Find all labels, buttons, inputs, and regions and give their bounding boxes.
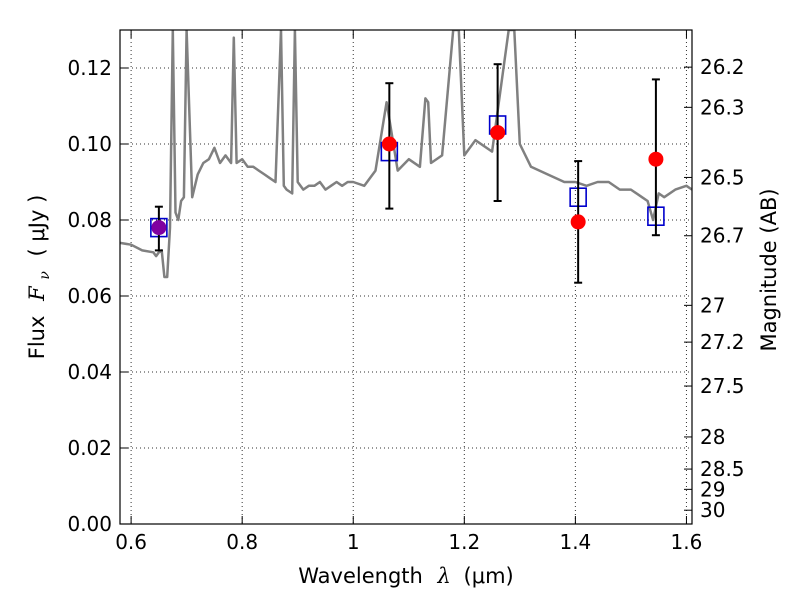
y-tick-label: 0.02 <box>67 436 112 460</box>
y2-tick-label: 26.7 <box>700 224 745 248</box>
y-tick-label: 0.08 <box>67 208 112 232</box>
y2-tick-label: 27.5 <box>700 374 745 398</box>
observed-point <box>151 220 167 236</box>
y2-tick-label: 26.5 <box>700 165 745 189</box>
y-axis-label: Flux F ν ( μJy ) <box>25 195 54 360</box>
observed-point <box>490 125 506 141</box>
grid-layer <box>120 30 692 525</box>
x-axis-label: Wavelength λ (μm) <box>298 564 513 588</box>
x-axis-label-symbol: λ <box>437 564 451 588</box>
observed-point <box>570 214 586 230</box>
y2-axis-label: Magnitude (AB) <box>757 188 781 351</box>
y-axis-label-symbol: F <box>25 285 49 302</box>
y-axis-label-units: ( μJy ) <box>25 195 49 257</box>
y2-tick-label: 29 <box>700 477 725 501</box>
spectrum-layer <box>120 30 692 279</box>
y-tick-label: 0.00 <box>67 512 112 536</box>
y-tick-label: 0.06 <box>67 284 112 308</box>
x-tick-label: 1 <box>347 530 360 554</box>
x-tick-label: 0.8 <box>226 530 258 554</box>
observed-point <box>648 151 664 167</box>
axes-layer: 0.6 0.8 1 1.2 1.4 1.6 0.00 0.02 0.04 0.06 0.08 0.10… <box>67 29 745 554</box>
y2-tick-label: 26.2 <box>700 55 745 79</box>
x-axis-label-units: (μm) <box>464 564 514 588</box>
observed-point <box>381 136 397 152</box>
y2-tick-label: 28 <box>700 425 725 449</box>
x-tick-label: 1.6 <box>671 530 703 554</box>
x-tick-label: 1.2 <box>448 530 480 554</box>
y-tick-label: 0.12 <box>67 56 112 80</box>
y-tick-label: 0.10 <box>67 132 112 156</box>
x-axis-label-text: Wavelength <box>298 564 423 588</box>
y-axis-label-subscript: ν <box>37 271 53 280</box>
y2-tick-label: 27 <box>700 293 725 317</box>
x-tick-label: 1.4 <box>559 530 591 554</box>
y2-tick-label: 26.3 <box>700 95 745 119</box>
spectrum-line <box>120 30 692 279</box>
plot-frame <box>119 29 693 525</box>
x-tick-label: 0.6 <box>115 530 147 554</box>
y2-tick-label: 30 <box>700 498 725 522</box>
y-axis-label-text: Flux <box>25 316 49 360</box>
y-tick-label: 0.04 <box>67 360 112 384</box>
points-layer <box>150 63 665 284</box>
y2-tick-label: 27.2 <box>700 330 745 354</box>
y2-tick-label: 28.5 <box>700 457 745 481</box>
